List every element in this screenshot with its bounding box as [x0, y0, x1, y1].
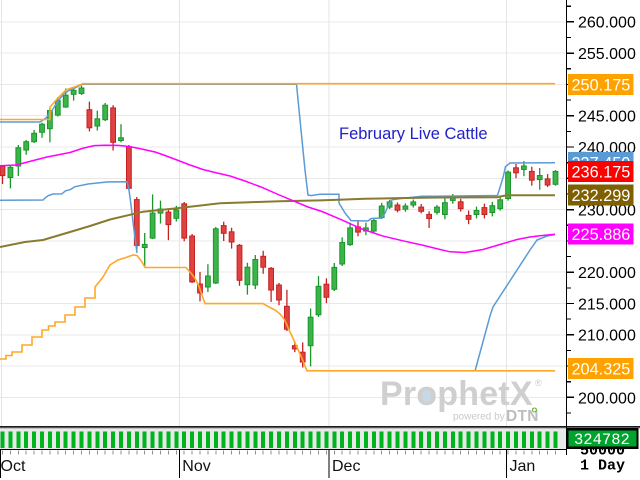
svg-text:220.000: 220.000 — [578, 265, 636, 282]
svg-text:245.000: 245.000 — [578, 109, 636, 126]
svg-text:324782: 324782 — [574, 431, 630, 449]
svg-text:210.000: 210.000 — [578, 328, 636, 345]
svg-text:250.175: 250.175 — [572, 76, 631, 94]
svg-text:215.000: 215.000 — [578, 296, 636, 313]
svg-text:Dec: Dec — [332, 458, 360, 475]
svg-text:powered by: powered by — [453, 412, 505, 423]
svg-text:200.000: 200.000 — [578, 390, 636, 407]
svg-text:230.000: 230.000 — [578, 203, 636, 220]
svg-text:236.175: 236.175 — [572, 164, 631, 182]
svg-text:232.299: 232.299 — [572, 187, 631, 205]
svg-text:February Live Cattle: February Live Cattle — [339, 125, 488, 143]
svg-text:ProphetX: ProphetX — [380, 375, 533, 413]
svg-text:255.000: 255.000 — [578, 46, 636, 63]
svg-text:225.886: 225.886 — [572, 226, 631, 244]
svg-text:204.325: 204.325 — [572, 361, 631, 379]
svg-text:®: ® — [535, 378, 542, 388]
svg-text:1 Day: 1 Day — [580, 458, 625, 475]
svg-text:Nov: Nov — [182, 458, 210, 475]
svg-text:260.000: 260.000 — [578, 15, 636, 32]
svg-text:Jan: Jan — [510, 458, 536, 475]
svg-text:Oct: Oct — [1, 458, 26, 475]
svg-text:DTN: DTN — [506, 408, 539, 425]
